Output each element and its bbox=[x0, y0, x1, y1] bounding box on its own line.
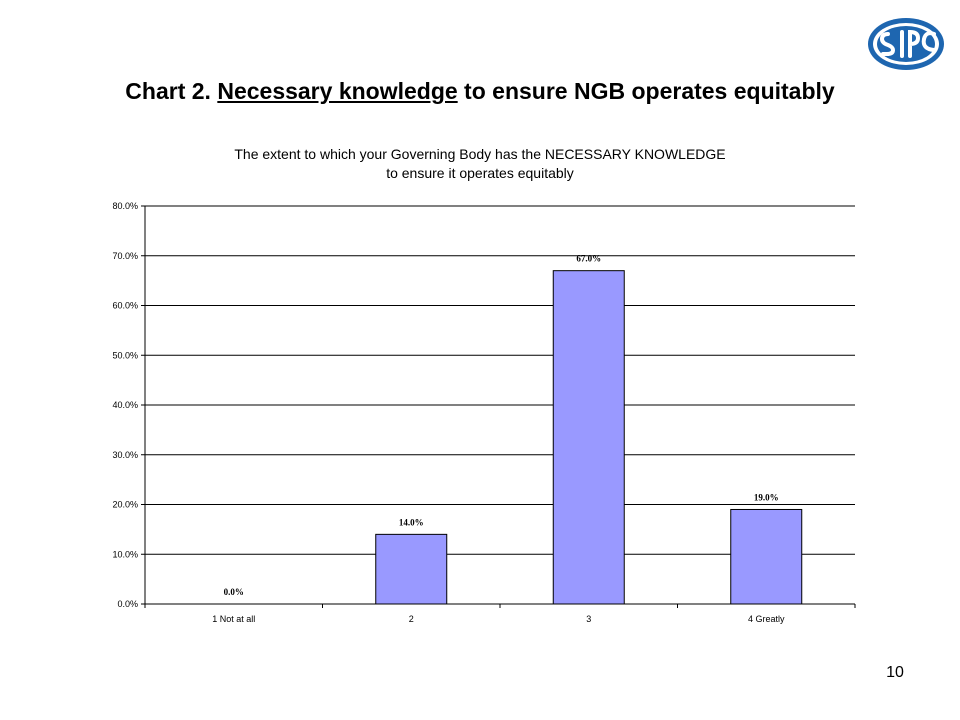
data-label: 0.0% bbox=[224, 587, 244, 597]
y-tick-labels: 0.0% 10.0% 20.0% 30.0% 40.0% 50.0% 60.0% 70.0% 8… bbox=[112, 201, 138, 609]
title-prefix: Chart 2. bbox=[125, 78, 218, 104]
x-tick-labels: 1 Not at all 2 3 4 Greatly bbox=[212, 614, 785, 624]
y-tick-label: 30.0% bbox=[112, 450, 138, 460]
sirc-logo-icon bbox=[868, 18, 944, 70]
y-tick-label: 40.0% bbox=[112, 400, 138, 410]
y-tick-label: 70.0% bbox=[112, 251, 138, 261]
y-tick-label: 20.0% bbox=[112, 500, 138, 510]
y-tick-label: 0.0% bbox=[117, 599, 138, 609]
bar bbox=[730, 508, 803, 605]
x-tick-label: 2 bbox=[409, 614, 414, 624]
x-tick-label: 1 Not at all bbox=[212, 614, 255, 624]
title-suffix: to ensure NGB operates equitably bbox=[457, 78, 835, 104]
data-labels: 0.0% 14.0% 67.0% 19.0% bbox=[224, 254, 779, 597]
data-label: 19.0% bbox=[754, 492, 779, 502]
bars bbox=[375, 270, 803, 605]
y-tick-label: 50.0% bbox=[112, 350, 138, 360]
bar bbox=[375, 533, 448, 605]
y-tick-label: 80.0% bbox=[112, 201, 138, 211]
x-tick-label: 3 bbox=[586, 614, 591, 624]
data-label: 67.0% bbox=[576, 254, 601, 264]
x-tick-label: 4 Greatly bbox=[748, 614, 785, 624]
y-tick-label: 60.0% bbox=[112, 301, 138, 311]
chart-title: The extent to which your Governing Body … bbox=[234, 146, 725, 181]
gridlines bbox=[145, 205, 855, 555]
data-label: 14.0% bbox=[399, 517, 424, 527]
bar bbox=[552, 270, 625, 605]
title-underlined: Necessary knowledge bbox=[217, 78, 458, 104]
page-number: 10 bbox=[886, 664, 904, 681]
chart-title-line: The extent to which your Governing Body … bbox=[234, 146, 725, 162]
y-tick-label: 10.0% bbox=[112, 549, 138, 559]
page-title: Chart 2. Necessary knowledge to ensure N… bbox=[0, 78, 960, 105]
chart-title-line: to ensure it operates equitably bbox=[386, 165, 574, 181]
